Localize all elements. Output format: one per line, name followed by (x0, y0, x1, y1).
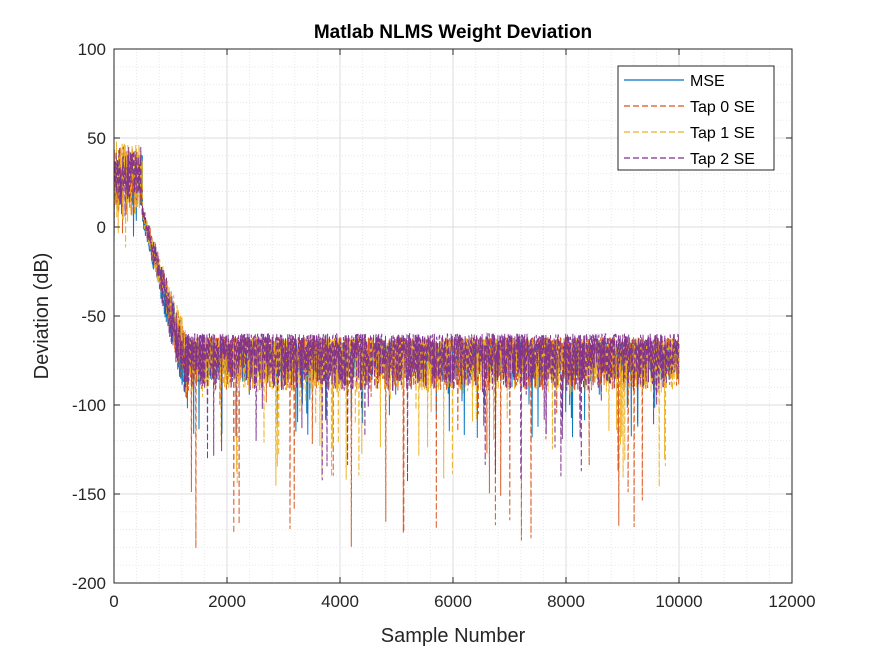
y-tick-label: 100 (78, 40, 106, 59)
series-layer (113, 141, 680, 549)
chart-title: Matlab NLMS Weight Deviation (314, 22, 592, 43)
y-tick-label: 0 (97, 218, 106, 237)
legend-label: MSE (690, 73, 725, 90)
legend-label: Tap 1 SE (690, 125, 755, 142)
series-line-tap-2-se (113, 146, 680, 482)
legend: MSE Tap 0 SE Tap 1 SE Tap 2 SE (617, 65, 775, 171)
x-tick-label: 0 (109, 592, 118, 611)
x-tick-label: 2000 (208, 592, 246, 611)
x-axis-label: Sample Number (381, 625, 526, 647)
legend-label: Tap 0 SE (690, 99, 755, 116)
legend-label: Tap 2 SE (690, 151, 755, 168)
x-tick-label: 8000 (547, 592, 585, 611)
grid (114, 49, 792, 583)
legend-box (617, 65, 775, 171)
y-tick-label: -100 (72, 396, 106, 415)
y-axis-label: Deviation (dB) (31, 253, 53, 380)
x-tick-label: 4000 (321, 592, 359, 611)
y-tick-label: -150 (72, 485, 106, 504)
y-tick-label: -200 (72, 574, 106, 593)
x-tick-label: 10000 (655, 592, 702, 611)
x-tick-label: 6000 (434, 592, 472, 611)
y-tick-label: 50 (87, 129, 106, 148)
ticks: 0 2000 4000 6000 8000 10000 12000 -200 -150 -100 -… (72, 40, 816, 611)
y-tick-label: -50 (81, 307, 106, 326)
x-tick-label: 12000 (768, 592, 815, 611)
